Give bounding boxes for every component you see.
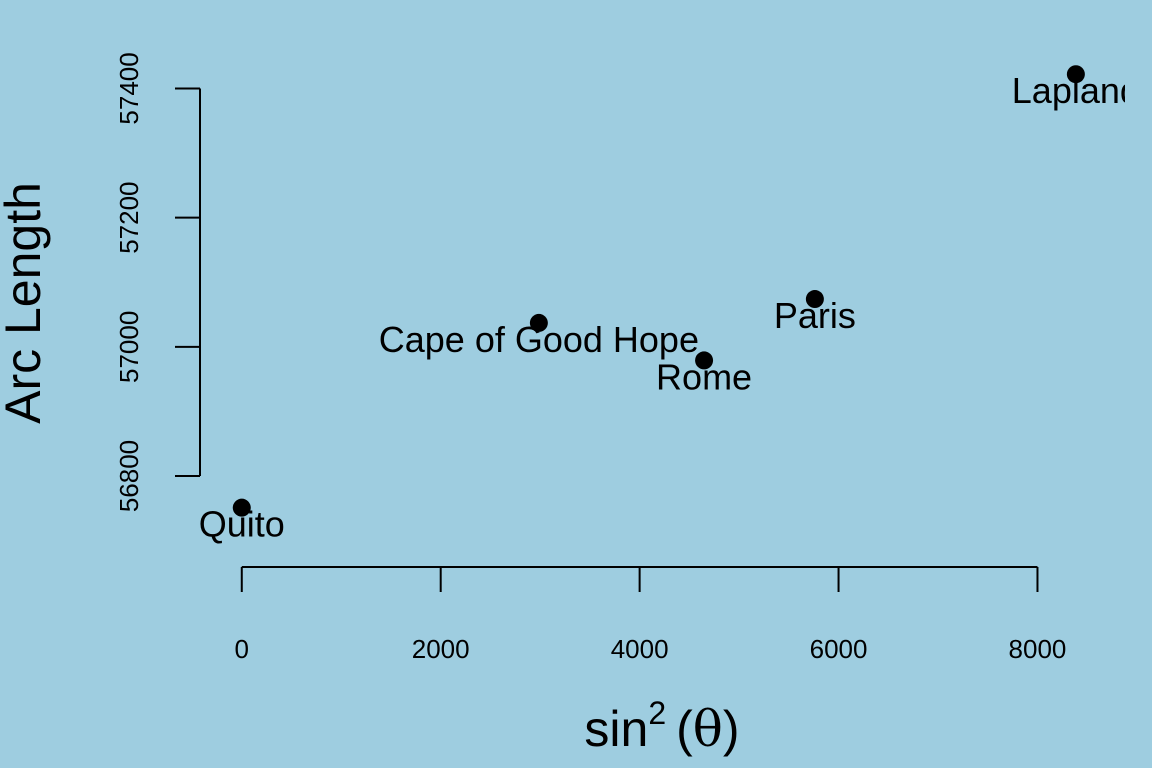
data-points xyxy=(232,65,1085,517)
x-axis-title-close-paren: ) xyxy=(723,701,740,757)
point-label: Paris xyxy=(774,295,856,336)
x-axis-title: sin2 (θ) xyxy=(584,695,739,758)
x-tick-label: 2000 xyxy=(412,634,470,664)
x-tick-label: 4000 xyxy=(611,634,669,664)
y-tick-label: 57000 xyxy=(114,311,144,383)
y-axis: 56800 57000 57200 57400 xyxy=(114,52,201,512)
y-tick-label: 57200 xyxy=(114,181,144,253)
data-point xyxy=(695,351,714,370)
point-label: Quito xyxy=(199,504,285,545)
point-label: Cape of Good Hope xyxy=(379,319,699,360)
x-axis-title-superscript: 2 xyxy=(648,695,666,731)
y-tick-label: 56800 xyxy=(114,440,144,512)
data-point xyxy=(232,498,251,517)
point-label: Rome xyxy=(656,356,752,397)
x-axis: 0 2000 4000 6000 8000 xyxy=(235,566,1067,664)
data-point xyxy=(1066,65,1085,84)
x-tick-label: 8000 xyxy=(1009,634,1067,664)
x-axis-title-theta: θ xyxy=(693,700,723,758)
point-label: Lapland xyxy=(1012,70,1140,111)
y-axis-title: Arc Length xyxy=(0,182,51,424)
x-tick-label: 0 xyxy=(235,634,249,664)
data-point xyxy=(529,313,548,332)
x-tick-label: 6000 xyxy=(810,634,868,664)
data-point xyxy=(805,290,824,309)
x-axis-title-open-paren: ( xyxy=(676,701,693,757)
y-tick-label: 57400 xyxy=(114,52,144,124)
